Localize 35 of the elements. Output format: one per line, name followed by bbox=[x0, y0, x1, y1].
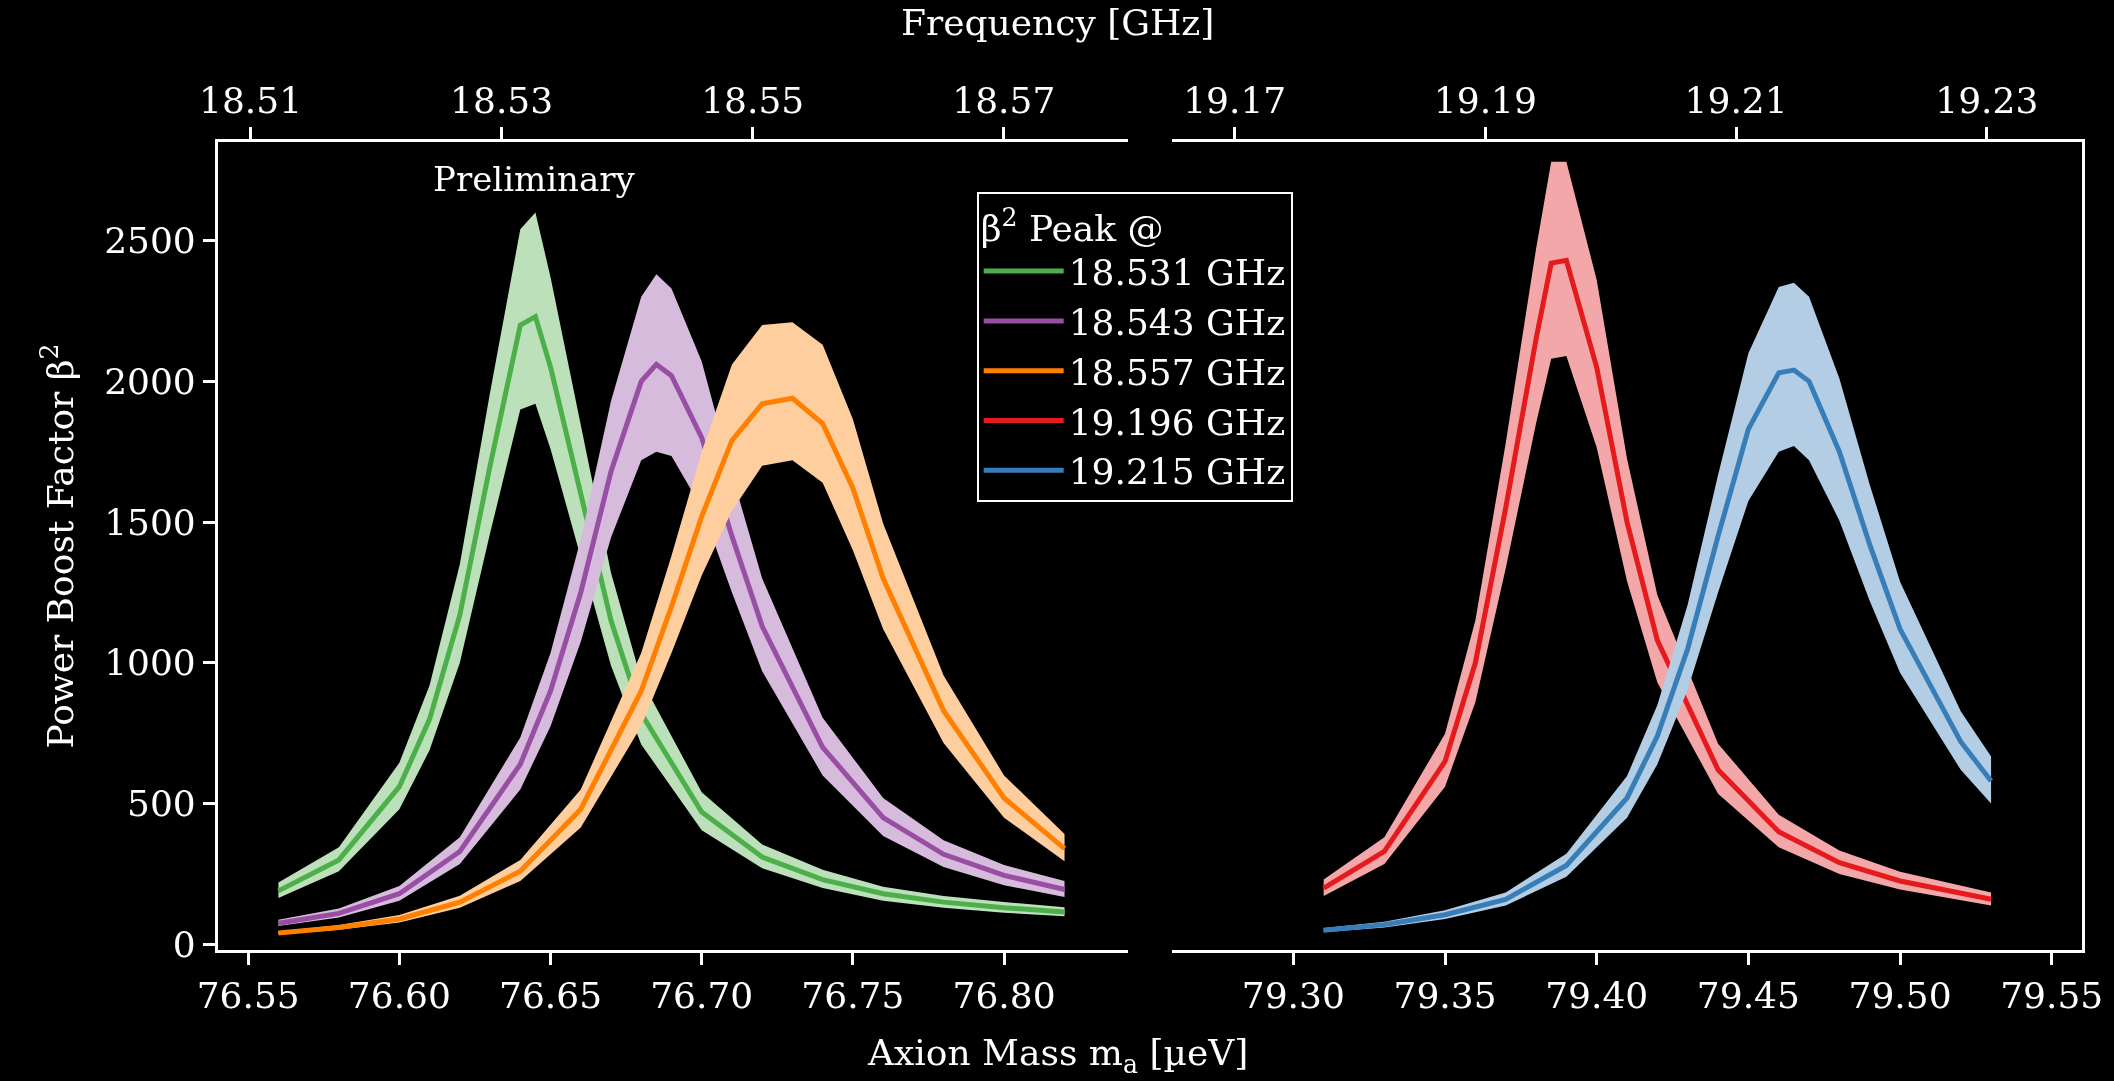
x-tick-label: 79.55 bbox=[2000, 975, 2104, 1017]
x-tick-label: 76.70 bbox=[650, 975, 754, 1017]
x2-tick-label: 18.51 bbox=[199, 79, 303, 121]
x-tick-label: 76.75 bbox=[801, 975, 905, 1017]
x2-tick-label: 19.23 bbox=[1935, 79, 2039, 121]
legend-label: 19.196 GHz bbox=[1068, 401, 1286, 443]
x-tick-label: 79.30 bbox=[1241, 975, 1345, 1017]
x-tick-label: 76.80 bbox=[952, 975, 1056, 1017]
x-tick-label: 76.65 bbox=[499, 975, 603, 1017]
y-tick-label: 1500 bbox=[104, 501, 196, 543]
x2-tick-label: 19.17 bbox=[1183, 79, 1287, 121]
legend-label: 18.557 GHz bbox=[1068, 351, 1286, 393]
x2-axis-title: Frequency [GHz] bbox=[901, 2, 1215, 43]
legend-label: 19.215 GHz bbox=[1068, 451, 1286, 493]
x2-tick-label: 18.57 bbox=[952, 79, 1056, 121]
x2-tick-label: 19.21 bbox=[1684, 79, 1788, 121]
annotation: Preliminary bbox=[433, 159, 636, 199]
x2-tick-label: 18.55 bbox=[701, 79, 805, 121]
x2-tick-label: 18.53 bbox=[450, 79, 554, 121]
x-tick-label: 76.55 bbox=[196, 975, 300, 1017]
x-tick-label: 76.60 bbox=[347, 975, 451, 1017]
y-tick-label: 2000 bbox=[104, 360, 196, 402]
legend-title: β$^{2}$ Peak @ bbox=[980, 203, 1164, 250]
x2-tick-label: 19.19 bbox=[1433, 79, 1537, 121]
legend-label: 18.543 GHz bbox=[1068, 301, 1286, 343]
x-tick-label: 79.35 bbox=[1393, 975, 1497, 1017]
x-axis-title: Axion Mass m$_{a}$ [µeV] bbox=[867, 1032, 1249, 1079]
x-tick-label: 79.45 bbox=[1696, 975, 1800, 1017]
legend-label: 18.531 GHz bbox=[1068, 252, 1286, 294]
y-tick-label: 2500 bbox=[104, 220, 196, 262]
y-tick-label: 1000 bbox=[104, 642, 196, 684]
x-tick-label: 79.50 bbox=[1848, 975, 1952, 1017]
y-tick-label: 500 bbox=[127, 783, 196, 825]
x-tick-label: 79.40 bbox=[1545, 975, 1649, 1017]
y-tick-label: 0 bbox=[172, 923, 196, 965]
